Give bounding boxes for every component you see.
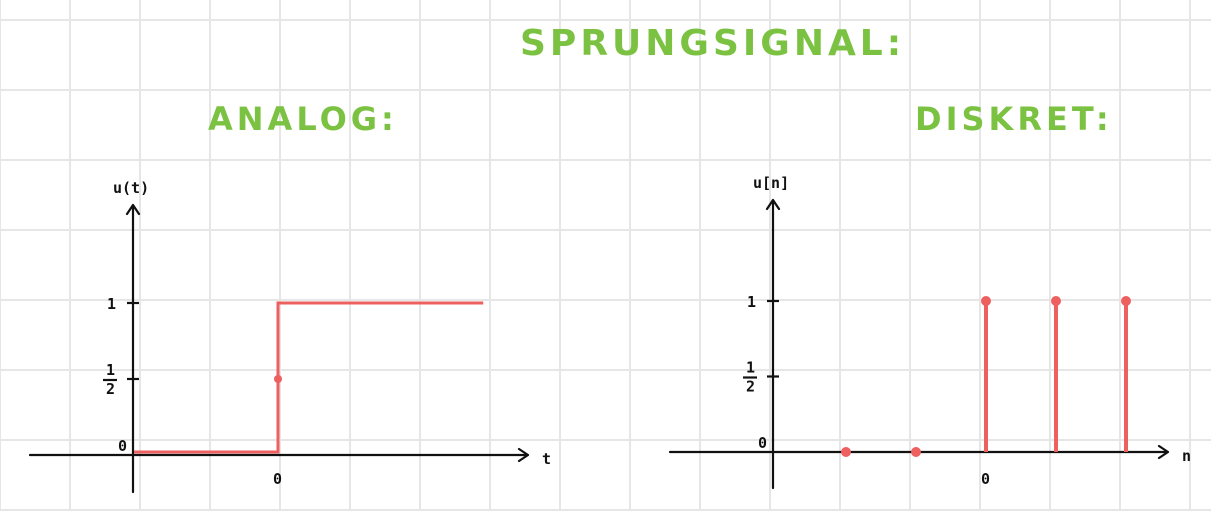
analog-y-tick-label-1: 1: [107, 295, 116, 313]
diskret-stem-marker: [981, 296, 991, 306]
diskret-y-tick-label-1: 1: [747, 293, 756, 311]
diskret-stem-marker: [841, 447, 851, 457]
analog-step-line: [134, 301, 484, 454]
analog-y-axis: [125, 203, 141, 494]
analog-y-tick-label-half-den: 2: [106, 380, 115, 398]
main-title: SPRUNGSIGNAL:: [520, 23, 905, 64]
diskret-stem-marker: [1051, 296, 1061, 306]
analog-y-axis-label: u(t): [113, 179, 149, 197]
analog-y-tick-label-half-num: 1: [106, 361, 115, 379]
diskret-y-axis-label: u[n]: [753, 174, 789, 192]
analog-point-half: [274, 375, 282, 383]
analog-x-axis: [28, 447, 530, 463]
analog-title: ANALOG:: [208, 100, 398, 138]
analog-x-tick-label-0: 0: [273, 470, 282, 488]
diskret-x-axis-label: n: [1182, 447, 1191, 465]
diskret-y-tick-label-half-den: 2: [746, 378, 755, 396]
diskret-x-tick-label-0: 0: [981, 470, 990, 488]
diskret-y-tick-label-half-num: 1: [746, 359, 755, 377]
analog-y-tick-label-0: 0: [118, 437, 127, 455]
diskret-y-axis: [765, 198, 781, 490]
analog-x-axis-label: t: [542, 450, 551, 468]
diskret-stem-marker: [1121, 296, 1131, 306]
diskret-y-tick-label-0: 0: [758, 434, 767, 452]
diskret-title: DISKRET:: [915, 100, 1113, 138]
diskret-stem-marker: [911, 447, 921, 457]
